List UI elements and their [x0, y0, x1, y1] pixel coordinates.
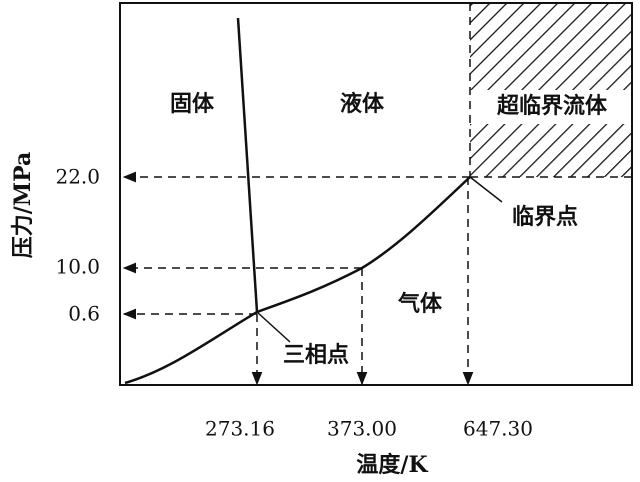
point-label: 临界点 [512, 204, 578, 230]
region-label: 固体 [170, 91, 215, 117]
region-label: 超临界流体 [497, 93, 608, 119]
y-tick-label: 10.0 [55, 255, 100, 279]
y-tick-label: 0.6 [68, 302, 100, 326]
plot-frame [119, 2, 633, 386]
y-tick-label: 22.0 [55, 165, 100, 189]
leader-line [469, 176, 503, 203]
point-label: 三相点 [283, 342, 349, 368]
x-tick-label: 373.00 [327, 417, 397, 441]
leader-line [256, 311, 291, 343]
melting-line [236, 17, 259, 313]
x-tick-label: 647.30 [463, 417, 533, 441]
x-axis-title: 温度/K [356, 452, 428, 478]
region-label: 气体 [397, 291, 443, 317]
region-label: 液体 [340, 91, 385, 117]
phase-boundary [124, 176, 471, 385]
y-axis-title: 压力/MPa [10, 152, 36, 259]
label-backdrop [470, 90, 632, 124]
x-tick-label: 273.16 [205, 417, 275, 441]
